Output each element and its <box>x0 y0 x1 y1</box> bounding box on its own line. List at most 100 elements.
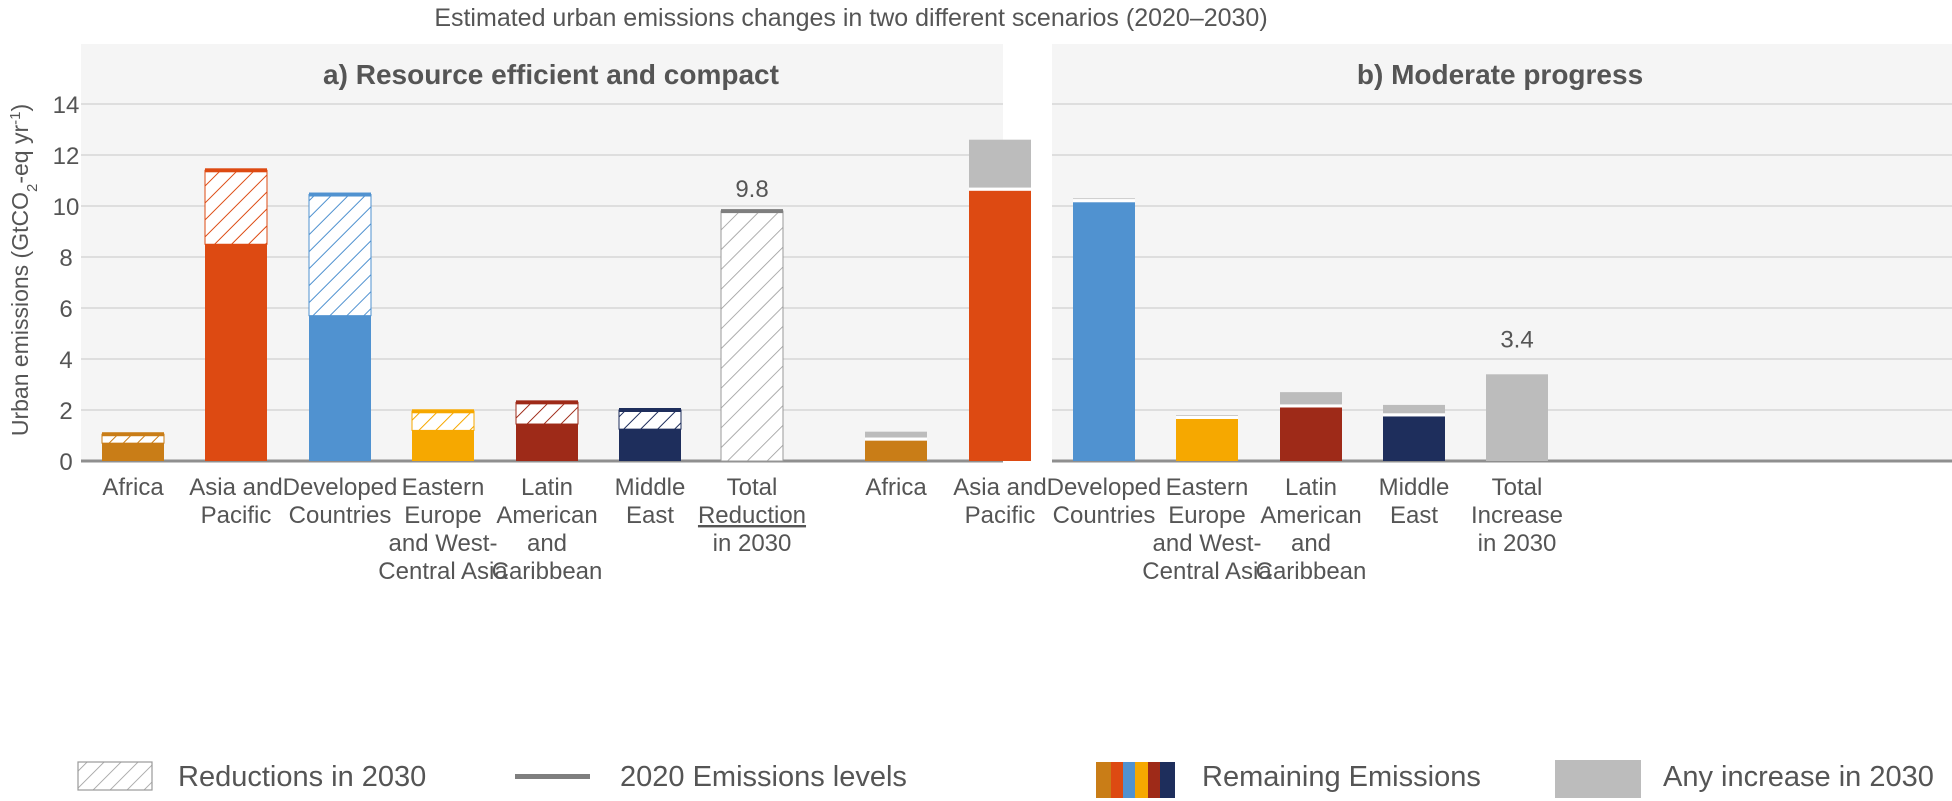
bar-b-latin-america-remaining <box>1280 407 1342 461</box>
bar-a-middle-east-remaining <box>619 429 681 461</box>
legend-increase-swatch <box>1555 760 1641 798</box>
x-axis-labels: Africa Asia andPacificDevelopedCountriesE… <box>102 474 1563 585</box>
x-label-b-developed-countries: Developed <box>1047 474 1162 501</box>
bar-b-eastern-europe-2020-level <box>1176 415 1238 419</box>
bar-a-developed-countries-2020-level <box>309 192 371 197</box>
y-axis-label: Urban emissions (GtCO2-eq yr-1) <box>7 104 41 436</box>
legend-remaining-swatch <box>1096 762 1175 798</box>
bar-b-developed-countries-2020-level <box>1073 199 1135 203</box>
bar-a-asia-pacific-2020-level <box>205 168 267 173</box>
legend-reductions-swatch <box>77 761 153 791</box>
bar-b-asia-pacific-remaining <box>969 190 1031 461</box>
legend-reductions-label: Reductions in 2030 <box>178 761 426 793</box>
y-tick-label: 4 <box>59 347 72 374</box>
x-label-a-developed-countries: Developed <box>283 474 398 501</box>
bar-b-middle-east-remaining <box>1383 416 1445 461</box>
y-tick-label: 12 <box>53 143 80 170</box>
bar-b-africa-2020-level <box>865 437 927 441</box>
legend: Reductions in 2030 2020 Emissions levels… <box>77 760 1934 798</box>
x-label-a-total: Reduction <box>698 502 806 529</box>
x-label-b-eastern-europe: and West- <box>1153 530 1262 557</box>
x-label-a-africa: Africa <box>102 474 164 501</box>
bars: 9.8 3.4 <box>101 139 1548 462</box>
bar-a-developed-countries-remaining <box>309 315 371 461</box>
legend-remaining-label: Remaining Emissions <box>1202 761 1481 793</box>
bar-b-total-increase <box>1486 374 1548 461</box>
bar-a-developed-countries-reduction <box>308 194 372 317</box>
x-label-b-eastern-europe: Central Asia <box>1142 558 1272 585</box>
x-label-a-asia-pacific: Pacific <box>201 502 272 529</box>
x-label-a-middle-east: Middle <box>615 474 686 501</box>
bar-a-total-reduction <box>720 210 784 462</box>
y-tick-label: 14 <box>53 92 80 119</box>
x-label-b-total: Increase <box>1471 502 1563 529</box>
x-label-b-africa: Africa <box>865 474 927 501</box>
bar-a-latin-america-reduction <box>515 401 579 425</box>
y-tick-label: 6 <box>59 296 72 323</box>
bar-a-total-level <box>721 209 783 214</box>
x-label-a-eastern-europe: and West- <box>389 530 498 557</box>
x-label-a-asia-pacific: Asia and <box>189 474 282 501</box>
bar-a-eastern-europe-remaining <box>412 430 474 461</box>
legend-increase-label: Any increase in 2030 <box>1663 761 1934 793</box>
bar-b-asia-pacific-2020-level <box>969 187 1031 191</box>
x-label-b-total: in 2030 <box>1478 530 1557 557</box>
panel-a-title: a) Resource efficient and compact <box>323 59 779 90</box>
x-label-b-latin-america: and <box>1291 530 1331 557</box>
x-label-a-total: Total <box>727 474 778 501</box>
legend-emissions-line-swatch <box>515 774 590 779</box>
x-label-a-middle-east: East <box>626 502 674 529</box>
x-label-a-latin-america: American <box>496 502 597 529</box>
bar-b-africa-increase <box>865 431 927 438</box>
x-label-b-total: Total <box>1492 474 1543 501</box>
x-label-b-eastern-europe: Europe <box>1168 502 1245 529</box>
bar-b-eastern-europe-increase <box>1176 415 1238 416</box>
total-increase-value: 3.4 <box>1500 326 1533 353</box>
bar-b-developed-countries-increase <box>1073 198 1135 200</box>
x-label-b-asia-pacific: Asia and <box>953 474 1046 501</box>
bar-b-asia-pacific-increase <box>969 139 1031 188</box>
x-label-a-eastern-europe: Europe <box>404 502 481 529</box>
bar-b-middle-east-increase <box>1383 404 1445 414</box>
bar-b-eastern-europe-remaining <box>1176 418 1238 461</box>
x-label-b-developed-countries: Countries <box>1053 502 1156 529</box>
x-label-b-latin-america: Latin <box>1285 474 1337 501</box>
bar-a-latin-america-remaining <box>516 424 578 461</box>
x-label-a-total: in 2030 <box>713 530 792 557</box>
bar-b-developed-countries-remaining <box>1073 202 1135 462</box>
x-label-b-latin-america: Caribbean <box>1256 558 1367 585</box>
panel-b-title: b) Moderate progress <box>1357 59 1643 90</box>
bar-a-eastern-europe-2020-level <box>412 409 474 414</box>
y-tick-label: 8 <box>59 245 72 272</box>
bar-a-africa-remaining <box>102 443 164 461</box>
x-label-a-latin-america: Caribbean <box>492 558 603 585</box>
bar-a-asia-pacific-remaining <box>205 244 267 461</box>
bar-a-middle-east-2020-level <box>619 408 681 412</box>
y-tick-label: 0 <box>59 449 72 476</box>
bar-b-africa-remaining <box>865 440 927 461</box>
x-label-a-eastern-europe: Central Asia <box>378 558 508 585</box>
chart-title: Estimated urban emissions changes in two… <box>434 4 1267 32</box>
x-label-a-latin-america: and <box>527 530 567 557</box>
x-label-b-latin-america: American <box>1260 502 1361 529</box>
bar-a-africa-2020-level <box>102 432 164 437</box>
bar-a-eastern-europe-reduction <box>411 410 475 431</box>
x-label-b-asia-pacific: Pacific <box>965 502 1036 529</box>
bar-b-middle-east-2020-level <box>1383 413 1445 417</box>
legend-emissions-line-label: 2020 Emissions levels <box>620 761 907 793</box>
bar-b-latin-america-increase <box>1280 392 1342 405</box>
bar-a-middle-east-reduction <box>618 409 682 430</box>
x-label-a-eastern-europe: Eastern <box>402 474 485 501</box>
x-label-a-developed-countries: Countries <box>289 502 392 529</box>
x-label-b-middle-east: East <box>1390 502 1438 529</box>
bar-a-asia-pacific-reduction <box>204 169 268 245</box>
total-reduction-value: 9.8 <box>735 176 768 203</box>
y-axis-ticks: 0 2 4 6 8 10 12 14 <box>53 92 80 476</box>
bar-a-latin-america-2020-level <box>516 400 578 405</box>
x-label-b-middle-east: Middle <box>1379 474 1450 501</box>
bar-b-latin-america-2020-level <box>1280 404 1342 408</box>
y-tick-label: 2 <box>59 398 72 425</box>
x-label-b-eastern-europe: Eastern <box>1166 474 1249 501</box>
y-tick-label: 10 <box>53 194 80 221</box>
